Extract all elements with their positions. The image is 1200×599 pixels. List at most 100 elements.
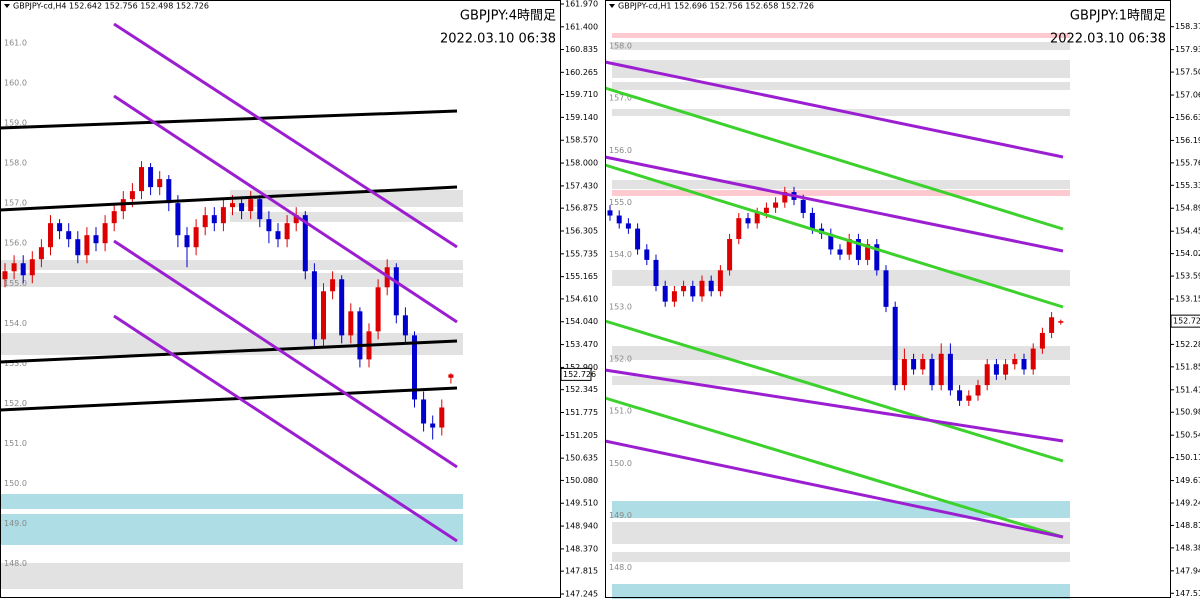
level-label: 158.0	[4, 159, 27, 168]
y-tick-label: 149.240	[1175, 499, 1200, 508]
y-tick-label: 160.265	[565, 68, 598, 77]
candle-body	[773, 202, 779, 208]
last-price-box	[1170, 314, 1200, 328]
level-label: 154.0	[609, 250, 632, 259]
zone	[612, 501, 1070, 518]
candle-body	[883, 270, 889, 307]
candle-body	[166, 179, 172, 204]
candle-body	[321, 291, 326, 340]
trendline	[0, 386, 458, 412]
y-tick-label: 155.735	[565, 249, 598, 258]
candle-body	[48, 223, 53, 248]
candle-body	[763, 207, 769, 213]
candle-body	[975, 385, 981, 396]
y-tick-label: 150.110	[1175, 453, 1200, 462]
trendline	[604, 396, 1064, 539]
y-tick-label: 150.540	[1175, 431, 1200, 440]
zone	[0, 260, 463, 270]
y-tick-label: 152.345	[565, 385, 598, 394]
candle-body	[430, 423, 436, 428]
level-label: 158.0	[609, 41, 632, 50]
candle-body	[616, 215, 622, 224]
candle-body	[911, 359, 917, 370]
y-tick-label: 156.875	[565, 204, 598, 213]
y-tick-label: 158.370	[1175, 22, 1200, 31]
candle-body	[782, 192, 788, 203]
y-tick-label: 155.330	[1175, 181, 1200, 190]
candle-body	[745, 218, 751, 224]
candle-body	[348, 311, 354, 336]
menu-icon[interactable]	[609, 4, 615, 8]
y-tick-label: 155.760	[1175, 158, 1200, 167]
candle-body	[139, 167, 144, 192]
candle-body	[1012, 359, 1018, 365]
y-tick-label: 153.150	[1175, 295, 1200, 304]
candle-body	[148, 167, 154, 188]
y-tick-label: 149.670	[1175, 476, 1200, 485]
trendline	[604, 86, 1064, 231]
plot-frame	[0, 0, 561, 598]
candle-body	[865, 244, 871, 260]
candle-body	[1021, 359, 1027, 370]
candle-body	[375, 287, 381, 332]
last-price: 152.726	[1173, 317, 1200, 326]
level-label: 154.0	[4, 319, 27, 328]
y-tick-label: 159.140	[565, 113, 598, 122]
candle-body	[625, 223, 631, 229]
candle-body	[1039, 332, 1045, 349]
candle-body	[1049, 317, 1055, 333]
candle-body	[175, 203, 181, 236]
level-label: 159.0	[4, 119, 27, 128]
candle-body	[75, 239, 81, 256]
zones-h4	[0, 190, 463, 589]
level-label: 150.0	[4, 479, 27, 488]
zone	[612, 60, 1070, 78]
candle-body	[102, 223, 108, 244]
y-tick-label: 150.080	[565, 476, 598, 485]
candle-body	[248, 199, 254, 212]
candle-body	[901, 359, 907, 386]
trendline	[604, 60, 1064, 159]
y-tick-label: 153.470	[565, 340, 598, 349]
candle-body	[1058, 321, 1064, 323]
zone	[612, 82, 1070, 90]
trendline	[0, 185, 458, 212]
zone	[612, 376, 1070, 385]
level-label: 152.0	[609, 355, 632, 364]
candle-body	[607, 210, 613, 216]
candle-body	[800, 199, 806, 213]
last-price: 152.726	[563, 370, 596, 379]
y-tick-label: 152.280	[1175, 340, 1200, 349]
zone	[0, 563, 463, 589]
trendline	[0, 339, 458, 364]
candle-body	[284, 223, 290, 240]
candle-body	[699, 280, 705, 297]
zone	[612, 190, 1070, 196]
candle-body	[846, 239, 852, 255]
candle-body	[412, 335, 417, 400]
y-tick-label: 153.590	[1175, 272, 1200, 281]
candle-body	[947, 353, 953, 391]
y-tick-label: 157.060	[1175, 91, 1200, 100]
y-tick-label: 158.570	[565, 136, 598, 145]
candle-body	[293, 215, 299, 224]
candle-body	[690, 285, 696, 297]
candle-body	[929, 359, 935, 386]
y-tick-label: 151.775	[565, 408, 598, 417]
y-tick-label: 157.930	[1175, 45, 1200, 54]
candles	[2, 161, 1064, 440]
candle-body	[708, 280, 714, 292]
y-tick-label: 159.710	[565, 90, 598, 99]
candle-body	[202, 215, 208, 228]
candle-body	[257, 199, 263, 220]
y-tick-label: 147.940	[1175, 566, 1200, 575]
candle-body	[11, 263, 17, 272]
level-label: 157.0	[609, 94, 632, 103]
trendline	[604, 155, 1064, 253]
menu-icon[interactable]	[4, 4, 10, 8]
y-tick-label: 148.380	[1175, 543, 1200, 552]
candle-body	[402, 315, 408, 336]
zone	[0, 494, 463, 509]
level-label: 149.0	[609, 511, 632, 520]
